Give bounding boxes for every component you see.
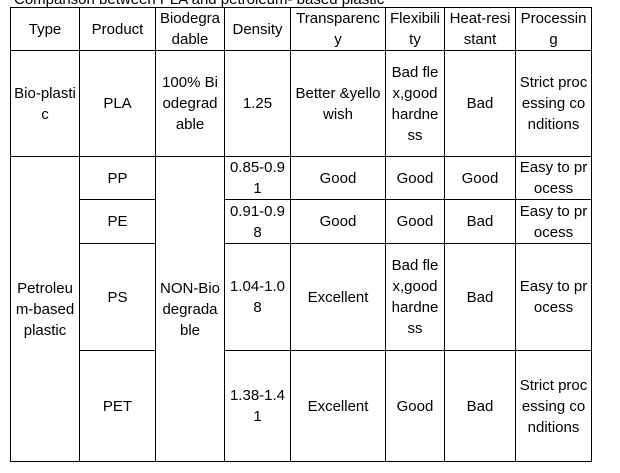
cell: Bad flex,good hardness: [385, 243, 445, 351]
row: PE 0.91-0.98 Good Good Bad Easy to proce…: [11, 199, 592, 244]
header-cell: Transparency: [290, 7, 386, 51]
row: Petroleum-based plastic PP NON-Biodegrad…: [10, 156, 592, 462]
cell: 0.85-0.91: [224, 156, 291, 200]
cell: Bad: [444, 199, 516, 244]
row: Bio-plastic PLA 100% Biodegradable 1.25 …: [10, 50, 592, 157]
cell: Better &yellowish: [290, 50, 386, 157]
cell: PET: [79, 350, 156, 462]
cell: Good: [290, 199, 386, 244]
cell: Strict processing conditions: [515, 350, 592, 462]
cell: Strict processing conditions: [515, 50, 592, 157]
cell: 1.25: [224, 50, 291, 157]
header-row: Type Product Biodegradable Density Trans…: [10, 7, 592, 51]
cell: 1.04-1.08: [224, 243, 291, 351]
cell: PE: [79, 199, 156, 244]
header-cell: Heat-resistant: [444, 7, 516, 51]
row: PET 1.38-1.41 Excellent Good Bad Strict …: [11, 350, 592, 462]
row: PS 1.04-1.08 Excellent Bad flex,good har…: [11, 243, 592, 351]
cell: 0.91-0.98: [224, 199, 291, 244]
cell: Good: [385, 350, 445, 462]
cell: Bad flex,good hardness: [385, 50, 445, 157]
cell: Bad: [444, 50, 516, 157]
cell: PS: [79, 243, 156, 351]
cell: Excellent: [290, 243, 386, 351]
caption: Comparison between PLA and petroleum- ba…: [14, 0, 384, 8]
cell: Petroleum-based plastic: [10, 156, 80, 462]
cell: Easy to process: [515, 243, 592, 351]
cell: Good: [385, 156, 445, 200]
cell: PP: [79, 156, 156, 200]
cell: Bad: [444, 243, 516, 351]
header-cell: Flexibility: [385, 7, 445, 51]
header-cell: Type: [10, 7, 80, 51]
cell: Good: [444, 156, 516, 200]
cell: Excellent: [290, 350, 386, 462]
cell: 100% Biodegradable: [155, 50, 225, 157]
cell: NON-Biodegradable: [155, 156, 225, 462]
cell: Good: [290, 156, 386, 200]
cell: Bio-plastic: [10, 50, 80, 157]
header-cell: Processing: [515, 7, 592, 51]
cell: Easy to process: [515, 199, 592, 244]
header-cell: Density: [224, 7, 291, 51]
header-cell: Product: [79, 7, 156, 51]
header-cell: Biodegradable: [155, 7, 225, 51]
cell: PLA: [79, 50, 156, 157]
cell: Bad: [444, 350, 516, 462]
cell: Good: [385, 199, 445, 244]
comparison-table: Type Product Biodegradable Density Trans…: [10, 7, 592, 462]
cell: 1.38-1.41: [224, 350, 291, 462]
cell: Easy to process: [515, 156, 592, 200]
